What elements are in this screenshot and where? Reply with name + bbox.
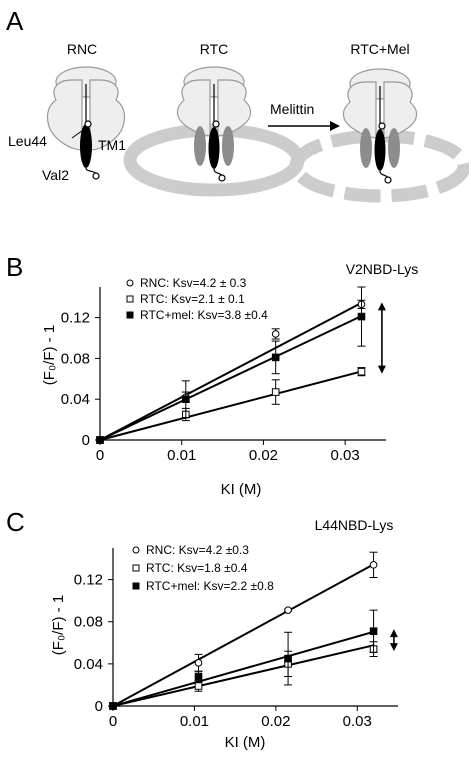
comparison-arrow-head-up	[389, 629, 398, 638]
panel-b-xlabel: KI (M)	[221, 481, 262, 498]
y-tick-label: 0	[95, 698, 103, 715]
translocon-rtc-mel	[360, 86, 400, 184]
legend-marker	[132, 564, 140, 572]
data-point-series-2	[182, 395, 190, 403]
label-tm1: TM1	[98, 137, 126, 153]
panel-c-label: C	[6, 507, 25, 537]
data-point-series-2	[194, 672, 203, 681]
data-point-series-0	[369, 561, 378, 569]
legend-marker	[132, 546, 140, 554]
comparison-arrow-head-down	[377, 365, 386, 374]
data-point-series-0	[271, 330, 280, 338]
x-tick-label: 0.01	[180, 713, 209, 730]
legend-marker	[132, 582, 140, 590]
legend-entry-series-1: RTC: Ksv=1.8 ±0.4	[146, 561, 248, 575]
panel-a: A RNC RTC RTC+Mel Leu44 TM1 Val2	[6, 6, 469, 203]
panel-a-label: A	[6, 6, 24, 36]
leader-line-leu	[71, 127, 87, 139]
panel-b-ylabel: (F₀/F) - 1	[41, 325, 58, 385]
legend-entry-series-2: RTC+mel: Ksv=2.2 ±0.8	[146, 579, 274, 593]
legend-marker	[126, 279, 134, 287]
data-point-series-2	[96, 436, 104, 444]
panel-c-xlabel: KI (M)	[225, 734, 266, 751]
data-point-series-2	[109, 702, 117, 710]
y-tick-label: 0.12	[61, 310, 90, 327]
panel-c-tag: L44NBD-Lys	[315, 517, 394, 533]
data-point-series-0	[284, 606, 292, 614]
legend-marker	[126, 295, 134, 303]
translocon-rtc	[194, 84, 234, 182]
x-tick-label: 0.02	[249, 447, 278, 464]
legend-entry-series-1: RTC: Ksv=2.1 ± 0.1	[140, 292, 245, 306]
fit-line-series-0	[99, 302, 362, 441]
legend-entry-series-0: RNC: Ksv=4.2 ± 0.3	[140, 276, 247, 290]
legend-entry-series-0: RNC: Ksv=4.2 ±0.3	[146, 543, 249, 557]
y-tick-label: 0.12	[74, 572, 103, 589]
label-leu44: Leu44	[8, 133, 47, 149]
header-rtc: RTC	[200, 41, 229, 57]
panel-b-tag: V2NBD-Lys	[346, 261, 419, 277]
fit-line-series-0	[112, 563, 375, 707]
panel-b-label: B	[6, 252, 23, 282]
panel-c-ylabel: (F₀/F) - 1	[50, 595, 67, 655]
data-point-series-2	[369, 627, 378, 636]
data-point-series-2	[357, 312, 366, 321]
data-point-series-1	[271, 388, 280, 396]
comparison-arrow-head-down	[389, 643, 398, 652]
y-tick-label: 0.08	[61, 350, 90, 367]
fit-line-series-1	[112, 644, 374, 707]
header-rnc: RNC	[67, 41, 97, 57]
header-rtc-mel: RTC+Mel	[350, 41, 409, 57]
y-tick-label: 0.04	[74, 656, 103, 673]
data-point-series-1	[357, 367, 366, 376]
y-tick-label: 0.04	[61, 391, 90, 408]
ribosome-rtc	[176, 66, 252, 137]
chart-c: 0 0.01 0.02 0.03 0 0.04 0.08 0.12 RNC: Ksv=4.2 ±…	[74, 543, 398, 730]
legend-entry-series-2: RTC+mel: Ksv=3.8 ±0.4	[140, 308, 268, 322]
y-tick-label: 0	[82, 432, 90, 449]
data-point-series-2	[271, 353, 280, 362]
fit-line-series-2	[112, 630, 374, 707]
x-tick-label: 0.01	[167, 447, 196, 464]
x-tick-label: 0.03	[331, 447, 360, 464]
x-tick-label: 0	[96, 447, 104, 464]
fit-line-series-1	[99, 370, 362, 441]
ribosome-rnc	[46, 66, 126, 151]
panel-c: C L44NBD-Lys (F₀/F) - 1 KI (M) 0 0.01 0.02…	[6, 507, 398, 751]
label-val2: Val2	[42, 167, 69, 183]
y-tick-label: 0.08	[74, 614, 103, 631]
nascent-chain-rnc	[80, 84, 100, 180]
data-point-series-2	[284, 654, 292, 663]
x-tick-label: 0.03	[343, 713, 372, 730]
melittin-arrow	[268, 121, 340, 131]
panel-b: B V2NBD-Lys (F₀/F) - 1 KI (M) 0 0.01 0.02 0…	[6, 252, 418, 498]
data-point-series-1	[194, 682, 203, 690]
comparison-arrow-head-up	[377, 302, 386, 311]
data-point-series-0	[194, 659, 203, 667]
x-tick-label: 0	[109, 713, 117, 730]
legend-marker	[126, 311, 134, 319]
chart-b: 0 0.01 0.02 0.03 0 0.04 0.08 0.12 RNC: Ksv=4.2 ±…	[61, 276, 386, 464]
fit-line-series-2	[99, 315, 362, 441]
x-tick-label: 0.02	[261, 713, 290, 730]
melittin-label: Melittin	[270, 101, 314, 117]
